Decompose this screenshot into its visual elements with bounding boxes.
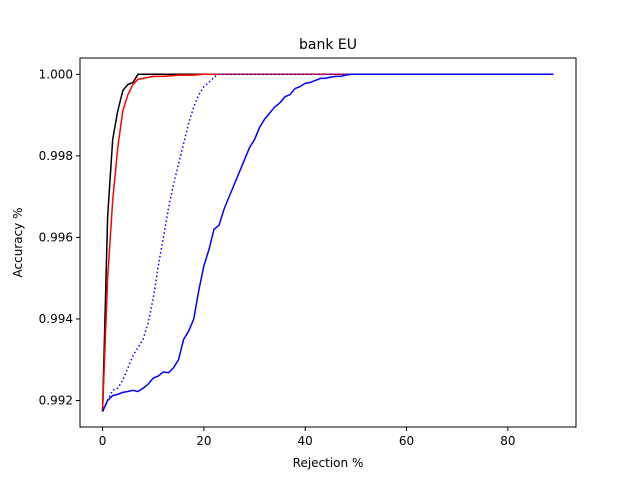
- chart-title: bank EU: [299, 37, 357, 53]
- y-tick-label: 0.994: [39, 312, 73, 326]
- x-tick-label: 80: [500, 434, 515, 448]
- y-axis-ticks: 0.992 0.994 0.996 0.998 1.000: [39, 67, 80, 407]
- y-axis-label: Accuracy %: [11, 207, 25, 277]
- series-line-1: [101, 73, 554, 412]
- x-tick-label: 60: [399, 434, 414, 448]
- y-tick-label: 0.992: [39, 393, 73, 407]
- x-axis-label: Rejection %: [293, 456, 364, 470]
- series-line-4: [101, 73, 554, 412]
- series-line-3: [101, 73, 554, 412]
- y-tick-label: 1.000: [39, 67, 73, 81]
- x-axis-ticks: 0 20 40 60 80: [99, 427, 515, 448]
- x-tick-label: 40: [298, 434, 313, 448]
- y-tick-label: 0.998: [39, 149, 73, 163]
- y-tick-label: 0.996: [39, 230, 73, 244]
- plot-area-frame: [79, 57, 577, 428]
- x-tick-label: 20: [196, 434, 211, 448]
- x-tick-label: 0: [99, 434, 107, 448]
- plot-lines: [101, 73, 554, 412]
- series-line-2: [101, 73, 554, 412]
